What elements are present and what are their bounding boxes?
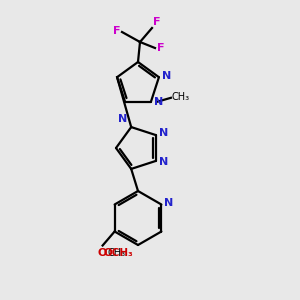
Text: N: N [154, 97, 163, 107]
Text: F: F [153, 17, 160, 27]
Text: N: N [159, 157, 168, 167]
Text: F: F [157, 43, 164, 53]
Text: N: N [159, 128, 168, 138]
Text: N: N [118, 114, 127, 124]
Text: OCH₃: OCH₃ [103, 248, 134, 259]
Text: O: O [98, 248, 107, 257]
Text: N: N [162, 71, 171, 81]
Text: F: F [112, 26, 120, 36]
Text: CH₃: CH₃ [172, 92, 190, 102]
Text: N: N [164, 199, 174, 208]
Text: CH₃: CH₃ [108, 248, 126, 257]
